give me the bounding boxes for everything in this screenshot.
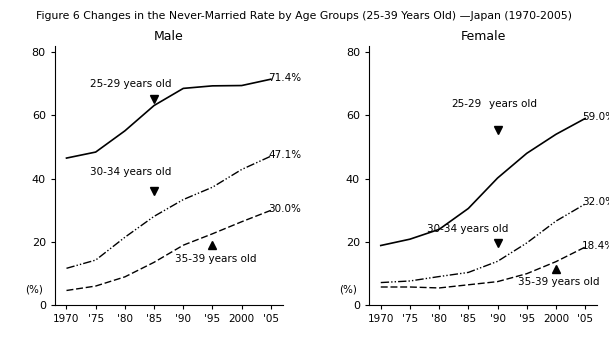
Text: 32.0%: 32.0% bbox=[582, 197, 609, 207]
Text: 30-34 years old: 30-34 years old bbox=[90, 167, 171, 177]
Text: 18.4%: 18.4% bbox=[582, 240, 609, 251]
Text: Figure 6 Changes in the Never-Married Rate by Age Groups (25-39 Years Old) —Japa: Figure 6 Changes in the Never-Married Ra… bbox=[37, 11, 572, 20]
Text: years old: years old bbox=[489, 99, 537, 109]
Text: 71.4%: 71.4% bbox=[268, 73, 301, 82]
Text: 59.0%: 59.0% bbox=[582, 112, 609, 122]
Text: 30-34 years old: 30-34 years old bbox=[428, 224, 509, 234]
Text: 35-39 years old: 35-39 years old bbox=[175, 254, 256, 264]
Title: Female: Female bbox=[460, 30, 505, 43]
Text: (%): (%) bbox=[339, 285, 357, 295]
Text: 25-29: 25-29 bbox=[451, 99, 481, 109]
Text: 47.1%: 47.1% bbox=[268, 150, 301, 160]
Title: Male: Male bbox=[154, 30, 183, 43]
Text: (%): (%) bbox=[25, 285, 43, 295]
Text: 25-29 years old: 25-29 years old bbox=[90, 79, 171, 89]
Text: 30.0%: 30.0% bbox=[268, 204, 301, 214]
Text: 35-39 years old: 35-39 years old bbox=[518, 277, 599, 287]
